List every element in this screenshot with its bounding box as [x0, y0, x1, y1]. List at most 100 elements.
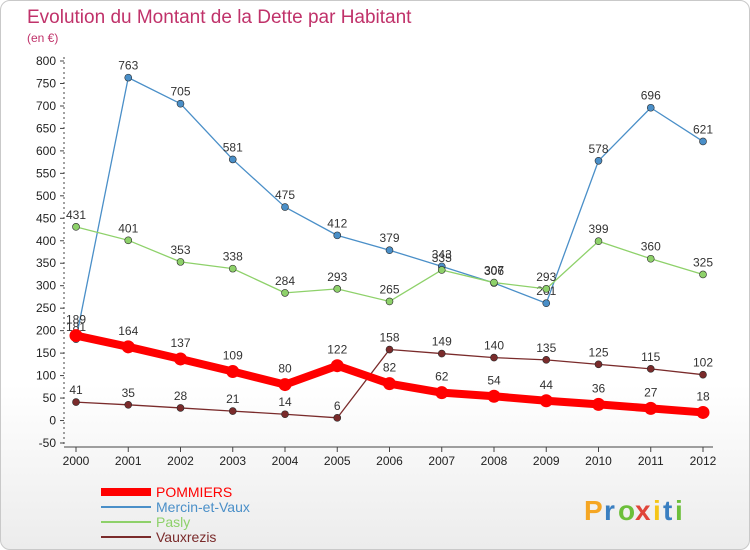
- brand-logo-letter: i: [653, 495, 661, 526]
- x-tick-label: 2002: [167, 454, 194, 468]
- data-point: [699, 370, 707, 379]
- brand-logo-letter: i: [675, 495, 683, 526]
- data-point: [539, 394, 553, 408]
- data-label: 181: [66, 320, 86, 334]
- legend-label: POMMIERS: [156, 484, 232, 500]
- data-point: [124, 73, 133, 82]
- y-tick-label: 100: [36, 369, 56, 383]
- data-point: [124, 236, 133, 245]
- data-label: 379: [379, 231, 399, 245]
- data-label: 18: [696, 389, 710, 403]
- brand-logo-letter: o: [618, 495, 635, 526]
- data-point: [542, 356, 551, 364]
- data-point: [176, 404, 185, 412]
- data-point: [487, 389, 501, 403]
- data-label: 125: [588, 345, 608, 359]
- data-point: [592, 397, 605, 411]
- y-tick-label: 450: [36, 211, 56, 225]
- data-point: [228, 407, 237, 415]
- data-label: 338: [223, 250, 243, 264]
- data-label: 44: [540, 378, 554, 392]
- data-point: [330, 359, 344, 373]
- data-point: [333, 231, 342, 240]
- data-point: [437, 349, 446, 358]
- x-tick-label: 2000: [63, 454, 90, 468]
- data-label: 137: [170, 336, 190, 350]
- data-label: 35: [122, 386, 136, 400]
- data-point: [699, 137, 707, 146]
- x-tick-label: 2009: [533, 454, 560, 468]
- data-point: [228, 264, 237, 273]
- data-point: [124, 400, 133, 409]
- data-label: 475: [275, 188, 295, 202]
- data-point: [490, 353, 498, 362]
- data-label: 293: [536, 270, 556, 284]
- data-label: 335: [432, 251, 452, 265]
- data-label: 115: [641, 350, 660, 364]
- data-point: [435, 386, 449, 400]
- data-label: 54: [487, 373, 501, 387]
- x-tick-label: 2006: [376, 454, 403, 468]
- y-tick-label: 750: [36, 76, 56, 90]
- data-label: 21: [226, 392, 240, 406]
- data-label: 325: [693, 255, 713, 269]
- legend-label: Pasly: [156, 514, 190, 530]
- data-label: 343: [432, 247, 452, 261]
- x-tick-label: 2003: [219, 454, 246, 468]
- data-point: [281, 203, 289, 211]
- y-tick-label: 250: [36, 301, 56, 315]
- data-label: 763: [118, 59, 138, 73]
- data-label: 62: [435, 370, 449, 384]
- data-point: [644, 401, 658, 415]
- data-label: 6: [334, 399, 341, 413]
- data-label: 696: [641, 89, 661, 103]
- x-tick-label: 2011: [638, 454, 664, 468]
- x-tick-label: 2004: [272, 454, 299, 468]
- data-point: [646, 254, 655, 263]
- data-label: 164: [118, 324, 138, 338]
- x-tick-label: 2008: [481, 454, 508, 468]
- x-tick-label: 2012: [690, 454, 717, 468]
- y-tick-label: 500: [36, 189, 56, 203]
- data-point: [542, 285, 551, 293]
- y-tick-label: 300: [36, 279, 56, 293]
- y-tick-label: 350: [36, 256, 56, 270]
- brand-logo-letter: x: [635, 495, 651, 526]
- data-label: 158: [379, 331, 399, 345]
- data-point: [228, 155, 237, 164]
- data-label: 621: [693, 122, 713, 136]
- y-tick-label: 700: [36, 99, 56, 113]
- y-tick-label: 400: [36, 234, 56, 248]
- legend-label: Mercin-et-Vaux: [156, 499, 250, 515]
- data-label: 28: [174, 389, 188, 403]
- data-label: 401: [118, 221, 138, 235]
- data-label: 353: [170, 243, 190, 257]
- data-point: [281, 410, 289, 419]
- data-label: 360: [641, 240, 661, 254]
- data-point: [646, 103, 655, 112]
- data-point: [385, 345, 394, 354]
- data-point: [333, 285, 342, 293]
- x-tick-label: 2001: [115, 454, 142, 468]
- data-label: 14: [278, 395, 292, 409]
- data-label: 581: [223, 140, 243, 154]
- data-label: 399: [588, 222, 608, 236]
- data-label: 705: [170, 85, 190, 99]
- data-point: [696, 405, 710, 419]
- data-point: [385, 297, 394, 306]
- data-point: [176, 258, 185, 266]
- data-point: [594, 360, 603, 369]
- data-label: 307: [484, 264, 504, 278]
- y-tick-label: 800: [36, 54, 56, 68]
- data-point: [542, 299, 551, 308]
- data-point: [490, 278, 498, 287]
- data-label: 135: [536, 341, 556, 355]
- data-point: [699, 270, 707, 279]
- data-label: 189: [66, 313, 86, 327]
- data-label: 82: [383, 361, 397, 375]
- data-point: [72, 398, 80, 406]
- y-tick-label: 0: [49, 414, 56, 428]
- data-point: [176, 99, 185, 108]
